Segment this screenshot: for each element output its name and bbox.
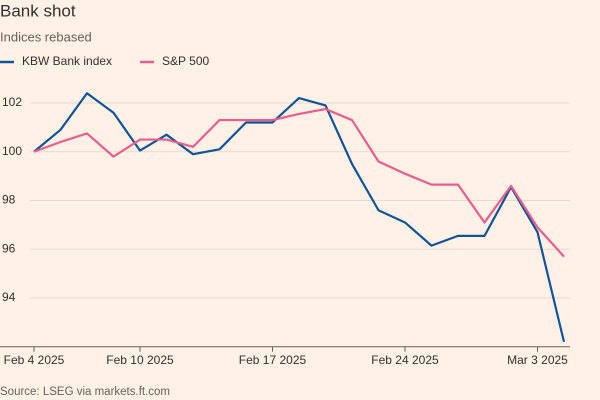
line-series (33, 92, 566, 343)
legend-label: KBW Bank index (22, 54, 112, 68)
y-tick-label: 94 (2, 290, 16, 304)
y-tick-label: 96 (2, 241, 16, 255)
y-tick-label: 98 (2, 193, 16, 207)
source: Source: LSEG via markets.ft.com (0, 386, 170, 398)
x-tick-label: Feb 24 2025 (371, 353, 439, 367)
y-tick-label: 100 (2, 144, 22, 158)
x-tick-label: Feb 10 2025 (106, 353, 174, 367)
y-tick-label: 102 (2, 95, 22, 109)
x-tick-label: Feb 4 2025 (4, 353, 65, 367)
chart-subtitle: Indices rebased (0, 29, 92, 44)
x-tick-label: Feb 17 2025 (239, 353, 307, 367)
line-series (33, 107, 565, 258)
x-tick-label: Mar 3 2025 (507, 353, 568, 367)
chart-title: Bank shot (0, 1, 76, 20)
legend-label: S&P 500 (162, 54, 209, 68)
